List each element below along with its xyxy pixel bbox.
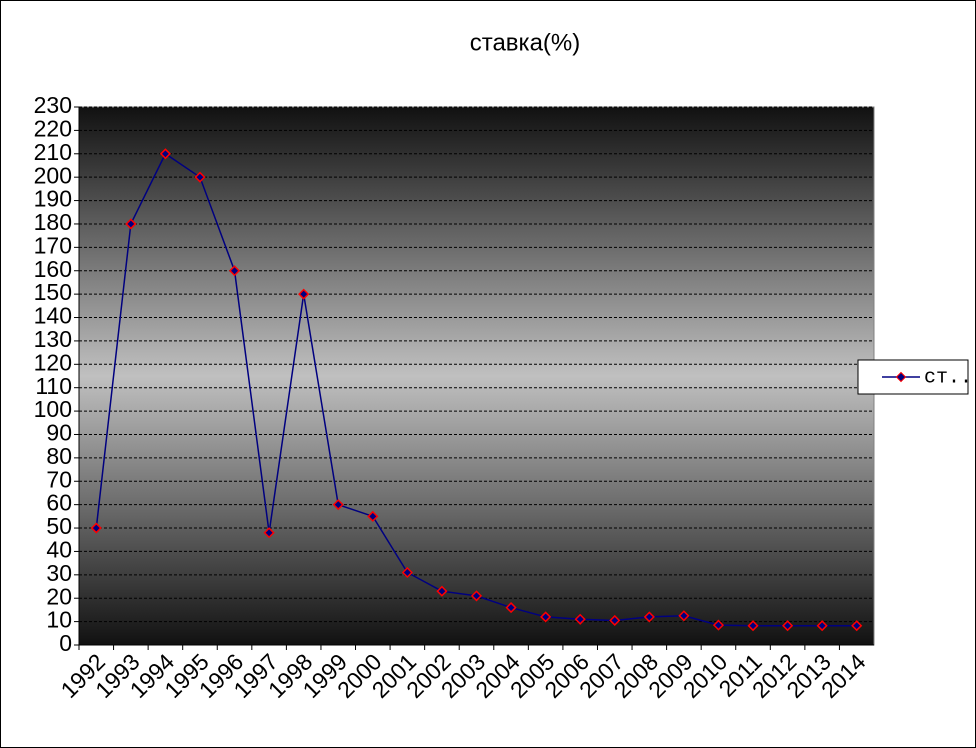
marker	[712, 619, 725, 631]
y-tick-label: 50	[46, 513, 72, 539]
y-tick-label: 220	[34, 115, 72, 141]
y-tick-label: 180	[34, 209, 72, 235]
y-tick-label: 0	[59, 630, 72, 656]
marker	[505, 602, 517, 614]
y-tick-label: 60	[46, 490, 72, 516]
marker	[609, 614, 621, 626]
marker	[125, 218, 137, 230]
y-tick-label: 70	[46, 466, 72, 492]
y-tick-label: 30	[46, 560, 72, 586]
marker	[332, 499, 344, 511]
marker	[470, 590, 483, 602]
marker	[851, 620, 863, 632]
y-tick-label: 200	[34, 162, 72, 188]
y-tick-label: 120	[34, 349, 72, 375]
marker	[90, 522, 102, 534]
y-tick-label: 100	[34, 396, 72, 422]
marker	[367, 510, 379, 522]
marker	[194, 171, 206, 183]
marker	[228, 265, 241, 277]
marker	[298, 288, 310, 300]
plot-area	[78, 106, 875, 646]
y-tick-label: 20	[46, 583, 72, 609]
y-tick-label: 190	[34, 186, 72, 212]
y-tick-label: 40	[46, 537, 72, 563]
marker	[401, 566, 413, 579]
marker	[574, 613, 586, 625]
legend-marker	[895, 371, 907, 383]
chart-title: ставка(%)	[470, 29, 581, 56]
marker	[159, 148, 171, 160]
marker	[747, 620, 759, 632]
y-tick-label: 170	[34, 232, 72, 258]
y-tick-label: 210	[34, 139, 72, 165]
y-tick-label: 10	[46, 607, 72, 633]
y-tick-label: 160	[34, 256, 72, 282]
y-tick-label: 140	[34, 303, 72, 329]
y-tick-label: 150	[34, 279, 72, 305]
y-tick-label: 110	[35, 373, 72, 399]
y-tick-label: 130	[34, 326, 72, 352]
legend-label: ст...	[924, 366, 976, 389]
marker	[436, 585, 448, 597]
marker	[540, 611, 552, 623]
marker	[678, 610, 690, 622]
marker	[643, 611, 655, 623]
y-tick-label: 230	[34, 92, 72, 118]
y-tick-label: 80	[46, 443, 72, 469]
y-tick-label: 90	[46, 420, 72, 446]
marker	[263, 527, 275, 539]
marker	[816, 620, 828, 632]
marker	[782, 620, 794, 632]
